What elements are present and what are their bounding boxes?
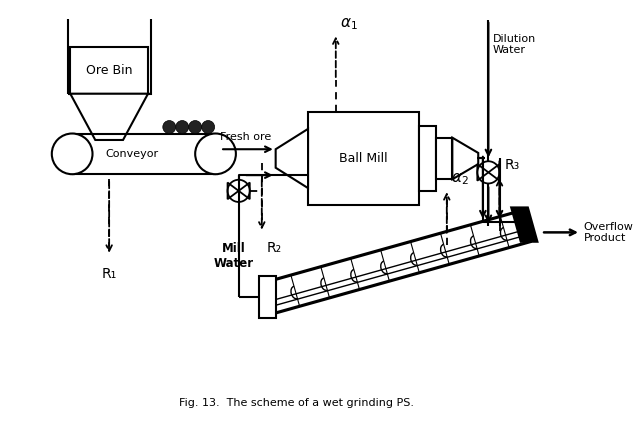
Polygon shape bbox=[267, 211, 530, 313]
Text: R₃: R₃ bbox=[504, 159, 520, 173]
Text: $\alpha_2$: $\alpha_2$ bbox=[452, 172, 469, 187]
Bar bbox=[71, 48, 148, 94]
Bar bbox=[436, 138, 452, 179]
Polygon shape bbox=[452, 138, 478, 179]
Text: R₂: R₂ bbox=[266, 241, 282, 255]
Bar bbox=[419, 126, 436, 191]
Text: Fig. 13.  The scheme of a wet grinding PS.: Fig. 13. The scheme of a wet grinding PS… bbox=[179, 398, 415, 408]
Circle shape bbox=[189, 121, 202, 133]
Circle shape bbox=[163, 121, 176, 133]
Circle shape bbox=[52, 133, 92, 174]
Bar bbox=[67, 0, 151, 94]
Polygon shape bbox=[275, 129, 308, 188]
Text: Overflow
Product: Overflow Product bbox=[584, 221, 633, 243]
Circle shape bbox=[195, 133, 236, 174]
Text: $\alpha_1$: $\alpha_1$ bbox=[340, 16, 358, 32]
Bar bbox=[259, 276, 275, 317]
Text: Ore Bin: Ore Bin bbox=[86, 64, 132, 77]
Circle shape bbox=[176, 121, 189, 133]
Bar bbox=[308, 112, 419, 205]
Circle shape bbox=[202, 121, 214, 133]
Polygon shape bbox=[71, 94, 148, 140]
Text: Conveyor: Conveyor bbox=[106, 149, 159, 159]
Text: Dilution
Water: Dilution Water bbox=[493, 34, 536, 55]
Text: Fresh ore: Fresh ore bbox=[220, 132, 271, 142]
Text: Ball Mill: Ball Mill bbox=[339, 152, 388, 165]
Text: R₁: R₁ bbox=[102, 267, 117, 281]
Polygon shape bbox=[511, 208, 537, 242]
Text: Mill
Water: Mill Water bbox=[214, 242, 254, 270]
